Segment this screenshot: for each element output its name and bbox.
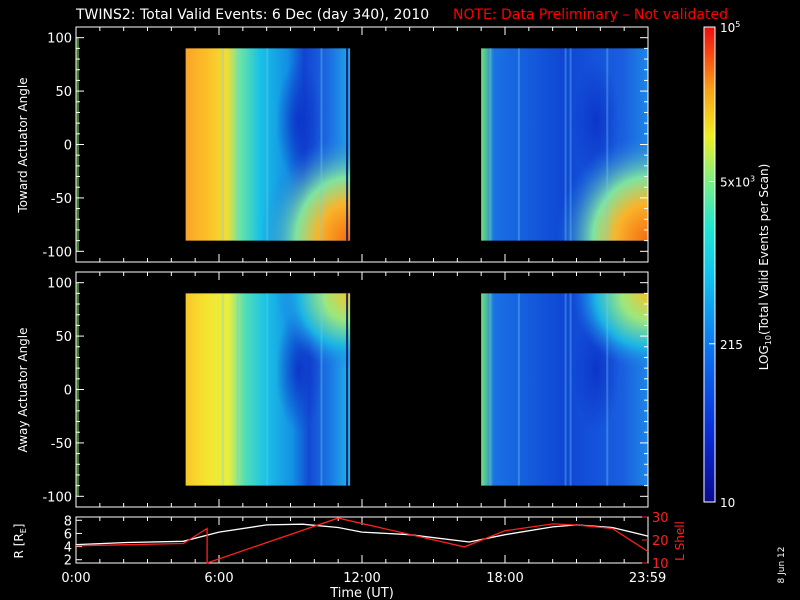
- toward-streak: [489, 48, 492, 241]
- away-ytick-label: 0: [64, 384, 72, 399]
- toward-streak: [266, 48, 269, 241]
- toward-streak: [221, 48, 224, 241]
- colorbar-tick-label: 105: [720, 20, 740, 35]
- toward-hot-corner: [259, 134, 351, 241]
- toward-hot-corner: [556, 134, 648, 241]
- side-date: 8 Jun 12: [777, 547, 787, 584]
- time-xtick-label: 6:00: [204, 571, 233, 586]
- toward-streak: [236, 48, 239, 241]
- r-ytick-label: 6: [64, 527, 72, 542]
- lshell-ytick-label: 30: [652, 511, 669, 526]
- toward-streak: [564, 48, 567, 241]
- away-streak: [266, 293, 269, 486]
- away-streak: [236, 293, 239, 486]
- away-streak: [606, 293, 609, 486]
- away-streak: [569, 293, 572, 486]
- colorbar-tick-label: 5x103: [720, 174, 755, 189]
- away-ytick-label: -100: [42, 490, 72, 505]
- away-ytick-label: -50: [51, 437, 72, 452]
- toward-ytick-label: 0: [64, 139, 72, 154]
- colorbar-label: LOG10(Total Valid Events per Scan): [757, 164, 773, 371]
- away-edge-line: [346, 293, 349, 486]
- toward-ytick-label: -100: [42, 245, 72, 260]
- toward-streak: [320, 48, 323, 241]
- away-hot-corner: [276, 293, 351, 371]
- toward-ytick-label: 100: [47, 32, 72, 47]
- r-ytick-label: 4: [64, 541, 72, 556]
- away-streak: [320, 293, 323, 486]
- lshell-axis-label: L Shell: [673, 521, 687, 561]
- r-ytick-label: 2: [64, 554, 72, 569]
- r-distance-line: [75, 523, 649, 546]
- toward-streak: [569, 48, 572, 241]
- away-heatmap: [76, 282, 648, 497]
- orbit-lines: [75, 517, 649, 564]
- lshell-ytick-label: 10: [652, 557, 669, 572]
- time-xtick-label: 18:00: [486, 571, 523, 586]
- away-ytick-label: 50: [55, 330, 72, 345]
- time-xtick-label: 12:00: [343, 571, 380, 586]
- colorbar-ticks: 10 215 5x103 105: [709, 20, 755, 510]
- time-xlabel: Time (UT): [329, 586, 394, 600]
- away-streak: [489, 293, 492, 486]
- away-hot-corner: [572, 293, 648, 371]
- toward-edge-line: [346, 48, 349, 241]
- lshell-ytick-label: 20: [652, 534, 669, 549]
- heatmap-panels: [76, 27, 648, 507]
- toward-ytick-label: -50: [51, 192, 72, 207]
- time-xtick-label: 23:59: [629, 571, 666, 586]
- away-streak: [564, 293, 567, 486]
- r-ytick-label: 8: [64, 514, 72, 529]
- chart-title: TWINS2: Total Valid Events: 6 Dec (day 3…: [75, 7, 429, 23]
- away-streak: [221, 293, 224, 486]
- time-xtick-label: 0:00: [61, 571, 90, 586]
- toward-ylabel: Toward Actuator Angle: [16, 77, 30, 213]
- away-ytick-label: 100: [47, 277, 72, 292]
- away-ylabel: Away Actuator Angle: [16, 327, 30, 452]
- colorbar: [703, 26, 716, 503]
- r-axis-label: R [RE]: [12, 524, 28, 559]
- toward-streak: [606, 48, 609, 241]
- preliminary-note: NOTE: Data Preliminary – Not validated: [453, 7, 728, 23]
- away-streak: [517, 293, 520, 486]
- lshell-line: [75, 517, 649, 564]
- colorbar-tick-label: 215: [720, 338, 743, 352]
- toward-streak: [517, 48, 520, 241]
- toward-heatmap: [76, 37, 648, 252]
- colorbar-tick-label: 10: [720, 496, 735, 510]
- toward-ytick-label: 50: [55, 85, 72, 100]
